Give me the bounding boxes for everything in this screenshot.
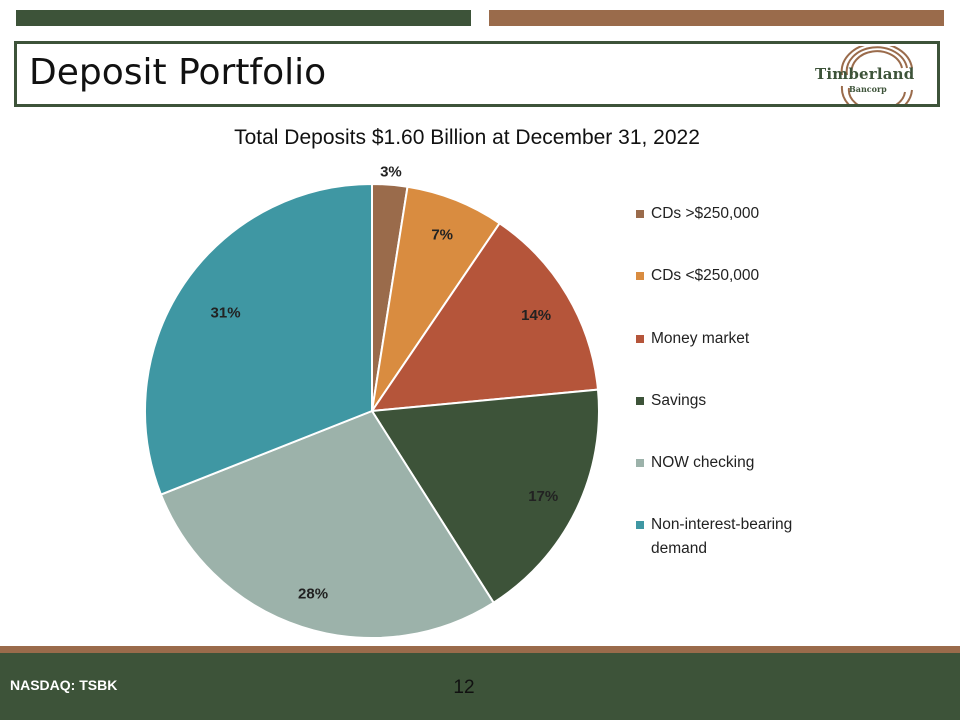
page-title: Deposit Portfolio xyxy=(29,52,327,93)
footer-bar: NASDAQ: TSBK 12 xyxy=(0,653,960,720)
footer-accent-line xyxy=(0,646,960,653)
legend-swatch xyxy=(636,272,644,280)
top-accent-bar-brown xyxy=(489,10,944,26)
legend-label: NOW checking xyxy=(651,454,755,471)
slice-label: 7% xyxy=(431,227,453,244)
chart-title: Total Deposits $1.60 Billion at December… xyxy=(234,126,700,149)
legend-swatch xyxy=(636,335,644,343)
pie-slice xyxy=(370,388,600,605)
logo-sub: Bancorp xyxy=(849,84,887,94)
slice-label: 3% xyxy=(380,164,402,181)
legend-swatch xyxy=(636,210,644,218)
legend-label: Savings xyxy=(651,392,707,409)
pie-slice xyxy=(144,182,373,496)
legend-label: CDs <$250,000 xyxy=(651,267,760,284)
pie-slice xyxy=(159,409,496,639)
page-number: 12 xyxy=(453,677,475,698)
title-box: Deposit Portfolio Timberland Bancorp xyxy=(14,41,940,118)
legend-label: Money market xyxy=(651,330,750,347)
legend-label: CDs >$250,000 xyxy=(651,205,760,222)
slice-label: 31% xyxy=(211,304,241,321)
ticker-label: NASDAQ: TSBK xyxy=(10,677,118,693)
slice-label: 14% xyxy=(521,307,551,324)
legend-label: Non-interest-bearing demand xyxy=(651,516,793,557)
legend-swatch xyxy=(636,397,644,405)
legend-swatch xyxy=(636,459,644,467)
top-accent-bar-green xyxy=(16,10,471,26)
logo-name: Timberland xyxy=(815,65,915,83)
slice-label: 17% xyxy=(528,488,558,505)
pie-slice xyxy=(369,221,600,413)
legend-swatch xyxy=(636,521,644,529)
slice-label: 28% xyxy=(298,585,328,602)
